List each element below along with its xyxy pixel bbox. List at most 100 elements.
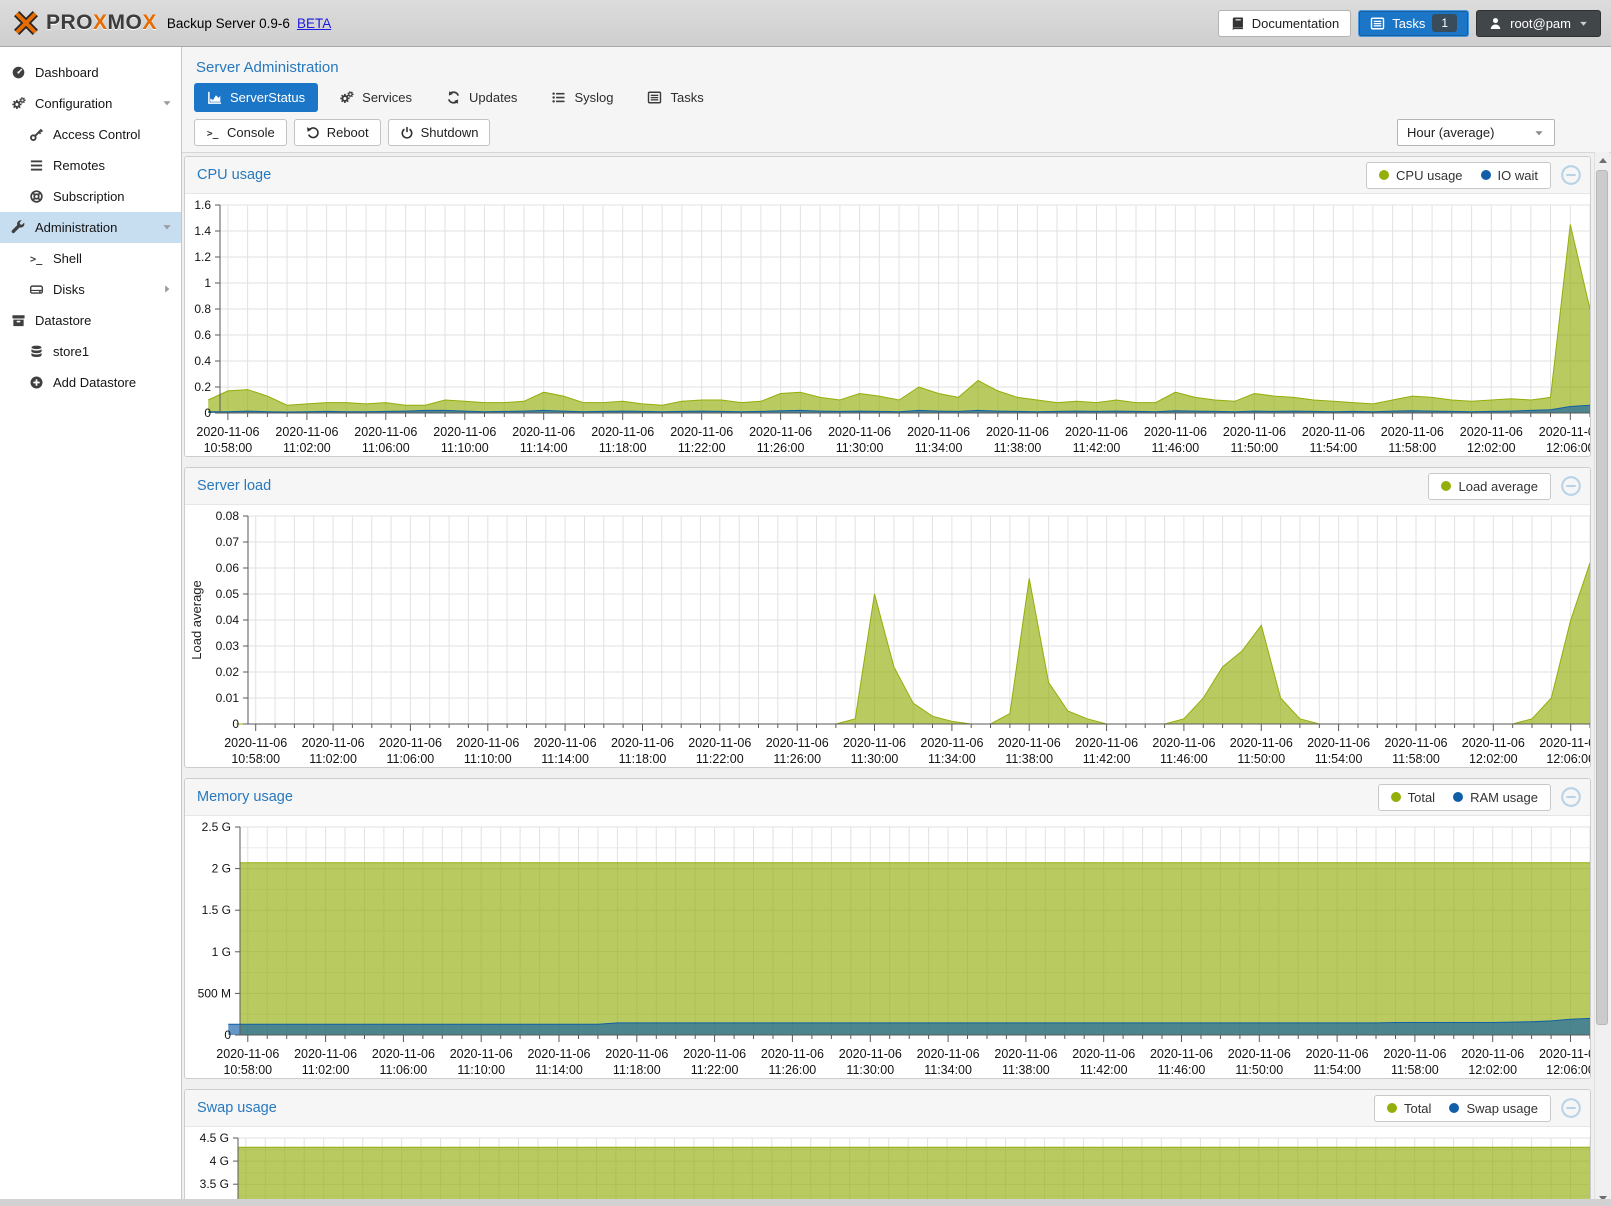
vertical-scrollbar[interactable]: [1594, 152, 1609, 1206]
svg-text:2020-11-06: 2020-11-06: [372, 1047, 435, 1061]
legend-item-load-average[interactable]: Load average: [1441, 479, 1538, 494]
svg-text:1.5 G: 1.5 G: [202, 903, 231, 917]
tab-updates[interactable]: Updates: [433, 83, 530, 112]
legend-label: IO wait: [1497, 167, 1538, 183]
svg-text:0: 0: [224, 1028, 231, 1042]
svg-text:2020-11-06: 2020-11-06: [917, 1047, 980, 1061]
legend-dot: [1453, 792, 1464, 802]
svg-text:2020-11-06: 2020-11-06: [196, 425, 259, 439]
chevron-down-icon[interactable]: [161, 97, 173, 109]
legend-item-io-wait[interactable]: IO wait: [1480, 167, 1538, 183]
svg-text:2020-11-06: 2020-11-06: [1381, 425, 1444, 439]
legend-item-total[interactable]: Total: [1390, 790, 1435, 805]
tab-tasks[interactable]: Tasks: [634, 83, 716, 112]
svg-text:0.05: 0.05: [216, 587, 240, 601]
sidebar-item-datastore[interactable]: Datastore: [0, 305, 181, 336]
beta-link[interactable]: BETA: [296, 15, 332, 31]
svg-text:2020-11-06: 2020-11-06: [379, 736, 442, 750]
svg-text:2020-11-06: 2020-11-06: [456, 736, 519, 750]
svg-text:11:30:00: 11:30:00: [851, 752, 899, 766]
svg-text:11:34:00: 11:34:00: [915, 441, 963, 455]
gears-icon: [12, 97, 26, 110]
timeframe-select[interactable]: Hour (average): [1397, 119, 1555, 146]
svg-text:0.04: 0.04: [216, 613, 240, 627]
collapse-panel-icon[interactable]: [1560, 164, 1582, 186]
svg-text:11:14:00: 11:14:00: [520, 441, 568, 455]
proxmox-logo[interactable]: PROXMOX: [10, 9, 157, 37]
chevron-down-icon: [1533, 127, 1545, 139]
svg-text:0: 0: [232, 717, 239, 731]
tasks-button[interactable]: Tasks 1: [1358, 9, 1470, 37]
legend-label: RAM usage: [1470, 789, 1538, 805]
sidebar-item-shell[interactable]: >_ Shell: [0, 243, 181, 274]
tab-serverstatus[interactable]: ServerStatus: [194, 83, 319, 112]
sidebar-item-label: Remotes: [53, 158, 106, 173]
sidebar-item-add-datastore[interactable]: Add Datastore: [0, 367, 181, 398]
chevron-down-icon: [1578, 18, 1589, 29]
caret-down-icon: [163, 101, 171, 106]
sidebar-item-access-control[interactable]: Access Control: [0, 119, 181, 150]
sidebar-item-dashboard[interactable]: Dashboard: [0, 57, 181, 88]
svg-text:2020-11-06: 2020-11-06: [688, 736, 751, 750]
svg-text:11:50:00: 11:50:00: [1235, 1063, 1283, 1077]
caret-down-icon: [163, 225, 171, 230]
chevron-right-icon[interactable]: [161, 283, 173, 295]
svg-text:11:42:00: 11:42:00: [1083, 752, 1131, 766]
scrollbar-thumb[interactable]: [1596, 170, 1608, 1025]
svg-text:2 G: 2 G: [212, 862, 231, 876]
svg-text:2020-11-06: 2020-11-06: [749, 425, 812, 439]
svg-text:2020-11-06: 2020-11-06: [605, 1047, 668, 1061]
logo-text: X: [142, 11, 157, 34]
svg-text:2020-11-06: 2020-11-06: [534, 736, 597, 750]
user-menu-button[interactable]: root@pam: [1476, 9, 1601, 37]
lifering-icon: [30, 190, 43, 203]
svg-text:0: 0: [204, 406, 211, 420]
svg-text:2020-11-06: 2020-11-06: [839, 1047, 902, 1061]
svg-text:2020-11-06: 2020-11-06: [907, 425, 970, 439]
sidebar-item-remotes[interactable]: Remotes: [0, 150, 181, 181]
panel-title: Swap usage: [197, 1100, 277, 1116]
scroll-down-button[interactable]: [1595, 1190, 1610, 1206]
reboot-button[interactable]: Reboot: [293, 119, 381, 146]
collapse-panel-icon[interactable]: [1560, 475, 1582, 497]
sidebar-item-disks[interactable]: Disks: [0, 274, 181, 305]
svg-text:11:26:00: 11:26:00: [757, 441, 805, 455]
console-button[interactable]: >_ Console: [194, 119, 287, 146]
chart-legend: Load average: [1428, 472, 1582, 500]
caret-down-icon: [1580, 21, 1587, 26]
svg-text:2020-11-06: 2020-11-06: [828, 425, 891, 439]
legend-item-ram-usage[interactable]: RAM usage: [1453, 790, 1538, 805]
tab-syslog[interactable]: Syslog: [538, 83, 626, 112]
svg-text:11:54:00: 11:54:00: [1315, 752, 1363, 766]
panel-memory-usage: Memory usage Total RAM usage 0 500 M 1 G 1.5 G…: [184, 778, 1591, 1079]
svg-text:11:06:00: 11:06:00: [362, 441, 410, 455]
chart-body: 0 500 M 1 G 1.5 G 2 G 2.5 G 2020-11-06 10:58:00…: [185, 816, 1590, 1078]
collapse-panel-icon[interactable]: [1560, 1097, 1582, 1119]
legend-item-cpu-usage[interactable]: CPU usage: [1379, 167, 1463, 183]
logo-text: MO: [107, 11, 143, 34]
tab-services[interactable]: Services: [326, 83, 425, 112]
legend-item-swap-usage[interactable]: Swap usage: [1449, 1101, 1538, 1116]
sidebar-item-subscription[interactable]: Subscription: [0, 181, 181, 212]
sidebar-item-store1[interactable]: store1: [0, 336, 181, 367]
panel-server-load: Server load Load average 0 0.01 0.02 0.03 0.04…: [184, 467, 1591, 768]
legend-item-total[interactable]: Total: [1386, 1101, 1431, 1116]
svg-text:10:58:00: 10:58:00: [223, 1063, 272, 1077]
collapse-panel-icon[interactable]: [1560, 786, 1582, 808]
legend-dot: [1379, 170, 1390, 180]
documentation-button[interactable]: Documentation: [1217, 9, 1352, 37]
svg-text:12:06:00: 12:06:00: [1546, 1063, 1590, 1077]
svg-text:0.2: 0.2: [194, 380, 211, 394]
svg-text:11:46:00: 11:46:00: [1160, 752, 1208, 766]
sidebar-item-administration[interactable]: Administration: [0, 212, 181, 243]
tab-label: Updates: [469, 90, 518, 105]
legend-label: CPU usage: [1396, 167, 1463, 183]
sidebar-item-configuration[interactable]: Configuration: [0, 88, 181, 119]
shutdown-button[interactable]: Shutdown: [387, 119, 491, 146]
chevron-down-icon[interactable]: [161, 221, 173, 233]
charts-content: CPU usage CPU usage IO wait 0 0.2 0.4 0.6 0.8 1 1…: [182, 153, 1611, 1206]
scroll-up-button[interactable]: [1595, 152, 1610, 168]
svg-text:2020-11-06: 2020-11-06: [1539, 1047, 1590, 1061]
svg-text:2020-11-06: 2020-11-06: [1460, 425, 1523, 439]
